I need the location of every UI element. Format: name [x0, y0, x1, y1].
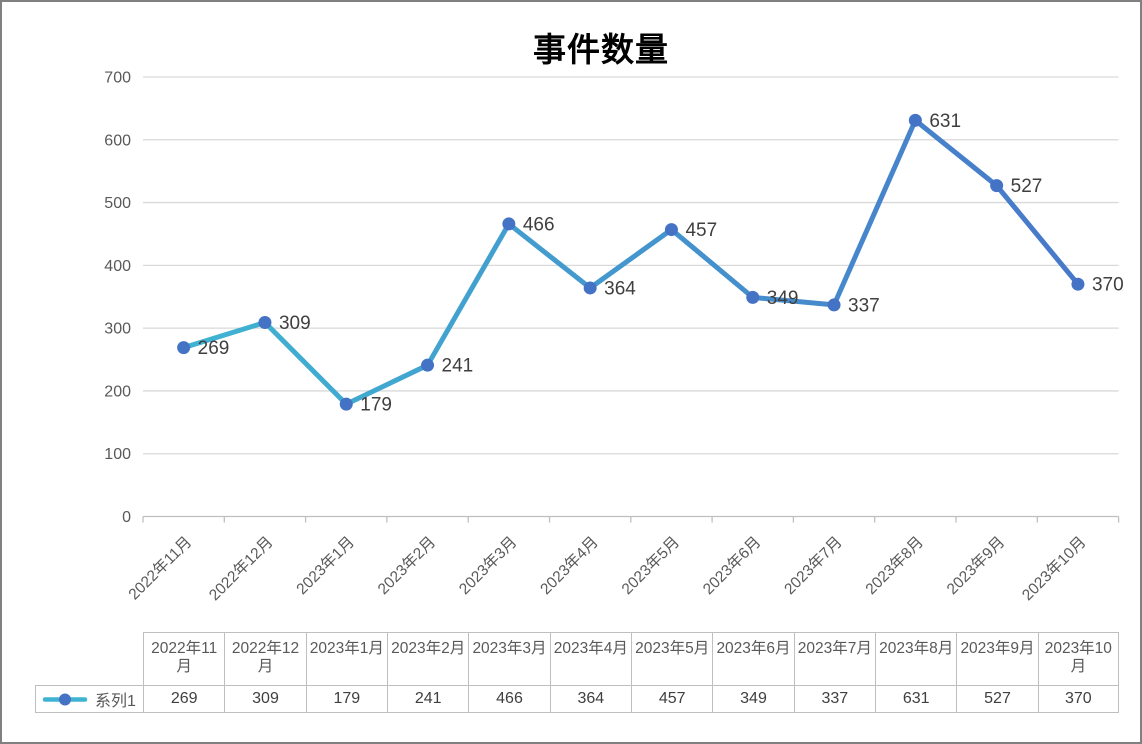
data-point-marker [583, 281, 597, 295]
x-axis-category-label: 2023年9月 [943, 533, 1008, 598]
data-label: 527 [1011, 176, 1043, 197]
legend-series-label: 系列1 [95, 693, 136, 710]
data-label: 349 [767, 288, 799, 309]
table-month-header: 2023年2月 [387, 632, 469, 685]
table-value-cell: 269 [143, 685, 225, 713]
data-point-marker [421, 358, 435, 372]
data-label: 364 [604, 278, 636, 299]
y-axis-tick-label: 700 [104, 70, 131, 87]
table-value-cell: 337 [793, 685, 875, 713]
table-month-header: 2023年9月 [956, 632, 1038, 685]
data-label: 269 [198, 338, 230, 359]
y-axis-tick-label: 0 [122, 509, 131, 526]
data-label: 457 [685, 220, 717, 241]
data-point-marker [258, 315, 272, 329]
table-value-cell: 370 [1037, 685, 1119, 713]
data-label: 466 [523, 214, 555, 235]
table-month-header: 2023年5月 [631, 632, 713, 685]
table-value-cell: 457 [631, 685, 713, 713]
y-axis-tick-label: 300 [104, 321, 131, 338]
table-value-cell: 466 [468, 685, 550, 713]
data-point-marker [339, 397, 353, 411]
x-axis-category-label: 2023年6月 [699, 533, 764, 598]
legend-key-icon [42, 693, 88, 705]
x-axis-category-label: 2022年11月 [125, 533, 195, 603]
table-month-header: 2023年8月 [875, 632, 957, 685]
data-label: 631 [929, 111, 961, 132]
table-month-header: 2022年11月 [143, 632, 225, 685]
table-value-cell: 241 [387, 685, 469, 713]
x-axis-category-label: 2023年3月 [455, 533, 520, 598]
table-month-header: 2022年12月 [224, 632, 306, 685]
table-month-header: 2023年4月 [549, 632, 631, 685]
table-month-header: 2023年10月 [1037, 632, 1119, 685]
data-point-marker [177, 341, 191, 355]
chart-data-table: 2022年11月 2022年12月 2023年1月 2023年2月 2023年3月 202… [35, 632, 1119, 714]
x-axis-category-label: 2023年1月 [293, 533, 358, 598]
series-line [181, 117, 1081, 407]
y-axis-tick-label: 500 [104, 195, 131, 212]
table-legend-cell: 系列1 [35, 685, 143, 713]
table-month-header: 2023年7月 [793, 632, 875, 685]
data-label: 241 [442, 356, 474, 377]
x-axis-category-label: 2022年12月 [205, 533, 276, 604]
table-corner-cell [35, 632, 143, 685]
table-month-header: 2023年6月 [712, 632, 794, 685]
y-axis-tick-label: 200 [104, 383, 131, 400]
data-point-marker [502, 217, 516, 231]
data-label: 337 [848, 295, 880, 316]
y-axis-tick-label: 400 [104, 258, 131, 275]
data-point-marker [746, 290, 760, 304]
data-point-marker [1071, 277, 1085, 291]
data-point-marker [990, 179, 1004, 193]
table-value-cell: 631 [875, 685, 957, 713]
table-month-header: 2023年3月 [468, 632, 550, 685]
data-point-marker [908, 113, 922, 127]
table-month-header: 2023年1月 [305, 632, 387, 685]
chart-title: 事件数量 [533, 30, 669, 69]
y-axis-tick-label: 100 [104, 446, 131, 463]
x-axis-category-label: 2023年7月 [781, 533, 846, 598]
x-axis-category-label: 2023年10月 [1018, 533, 1089, 604]
x-axis-category-label: 2023年5月 [618, 533, 683, 598]
x-axis-category-label: 2023年2月 [374, 533, 439, 598]
table-value-cell: 349 [712, 685, 794, 713]
data-point-marker [664, 223, 678, 237]
data-label: 179 [360, 395, 392, 416]
x-axis-category-label: 2023年4月 [537, 533, 602, 598]
y-axis-tick-label: 600 [104, 132, 131, 149]
data-label: 309 [279, 313, 311, 334]
data-point-marker [827, 298, 841, 312]
table-value-cell: 527 [956, 685, 1038, 713]
data-label: 370 [1092, 275, 1124, 296]
table-value-cell: 179 [305, 685, 387, 713]
table-value-cell: 364 [549, 685, 631, 713]
x-axis-category-label: 2023年8月 [862, 533, 927, 598]
table-value-cell: 309 [224, 685, 306, 713]
